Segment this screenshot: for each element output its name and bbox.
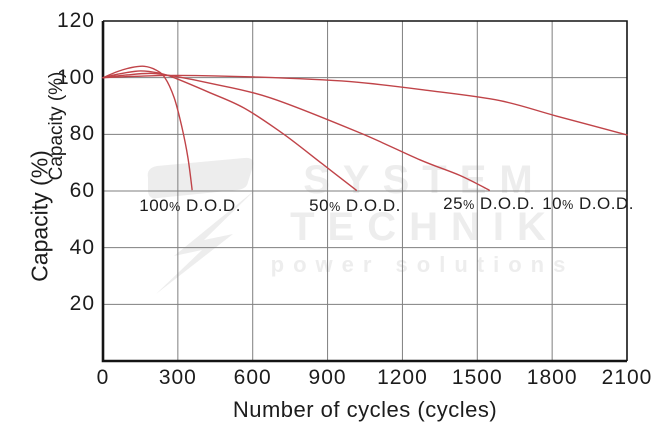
dod-label-50-d-o-d: 50% D.O.D. xyxy=(309,196,401,216)
x-tick-label-900: 900 xyxy=(308,366,347,389)
x-tick-label-1200: 1200 xyxy=(377,366,428,389)
y-axis-title: Capacity (%) xyxy=(26,150,53,282)
y-tick-label-100: 100 xyxy=(56,65,95,89)
y-tick-label-20: 20 xyxy=(69,292,95,316)
watermark-line1: SYSTEM xyxy=(303,158,546,202)
dod-label-100-d-o-d: 100% D.O.D. xyxy=(139,196,241,216)
curve-10-d-o-d xyxy=(102,74,628,136)
dod-label-25-d-o-d: 25% D.O.D. xyxy=(443,194,535,214)
y-tick-label-80: 80 xyxy=(69,122,95,146)
y-tick-label-40: 40 xyxy=(69,235,95,259)
curve-100-d-o-d xyxy=(102,65,193,191)
x-axis-title: Number of cycles (cycles) xyxy=(232,397,498,422)
watermark-logo xyxy=(147,157,255,294)
x-tick-label-1800: 1800 xyxy=(526,366,578,389)
axis-lines xyxy=(101,21,627,363)
watermark-line2: TECHNIK xyxy=(290,205,559,249)
x-tick-label-600: 600 xyxy=(233,366,272,389)
x-tick-label-0: 0 xyxy=(96,366,110,389)
curve-50-d-o-d xyxy=(102,70,357,191)
x-tick-label-1500: 1500 xyxy=(451,366,503,389)
plot-border xyxy=(103,20,628,361)
x-tick-label-2100: 2100 xyxy=(601,366,653,389)
watermark-text: SYSTEM TECHNIK power solutions xyxy=(260,160,576,276)
x-tick-label-300: 300 xyxy=(158,366,197,389)
curve-25-d-o-d xyxy=(102,72,490,191)
watermark-line3: power solutions xyxy=(270,252,575,277)
y-tick-label-60: 60 xyxy=(69,179,95,202)
dod-label-10-d-o-d: 10% D.O.D. xyxy=(542,194,634,214)
y-tick-label-120: 120 xyxy=(56,9,95,32)
